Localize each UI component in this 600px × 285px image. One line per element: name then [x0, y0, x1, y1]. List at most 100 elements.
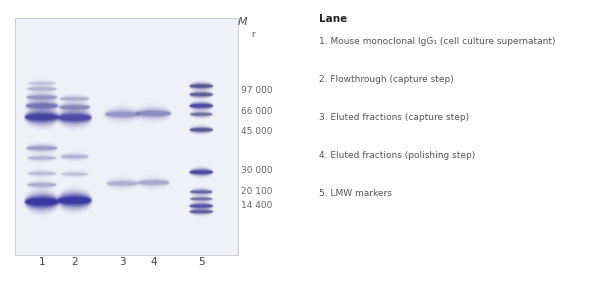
Ellipse shape	[56, 188, 92, 212]
Ellipse shape	[137, 179, 170, 186]
Ellipse shape	[27, 182, 56, 188]
Ellipse shape	[189, 202, 213, 209]
Ellipse shape	[189, 208, 214, 215]
Text: M: M	[238, 17, 247, 27]
Ellipse shape	[190, 203, 213, 209]
Ellipse shape	[28, 172, 56, 176]
Ellipse shape	[189, 101, 214, 111]
Ellipse shape	[136, 107, 172, 120]
Ellipse shape	[28, 183, 56, 186]
Ellipse shape	[190, 190, 212, 194]
Ellipse shape	[24, 106, 60, 128]
Text: r: r	[251, 30, 254, 38]
Ellipse shape	[28, 87, 56, 90]
Ellipse shape	[27, 86, 56, 92]
Ellipse shape	[104, 108, 140, 121]
Ellipse shape	[189, 201, 214, 211]
Ellipse shape	[137, 178, 170, 188]
Ellipse shape	[25, 195, 59, 209]
Ellipse shape	[189, 81, 214, 91]
Ellipse shape	[57, 190, 92, 211]
Ellipse shape	[106, 180, 139, 187]
Ellipse shape	[25, 113, 59, 122]
Ellipse shape	[190, 112, 212, 117]
Text: 4: 4	[150, 257, 157, 267]
Ellipse shape	[189, 125, 214, 135]
Ellipse shape	[189, 90, 214, 99]
Ellipse shape	[191, 191, 212, 193]
Ellipse shape	[24, 108, 59, 127]
Ellipse shape	[26, 93, 58, 102]
Ellipse shape	[190, 84, 213, 88]
Ellipse shape	[25, 111, 59, 123]
Ellipse shape	[190, 127, 213, 133]
Ellipse shape	[190, 196, 212, 202]
Text: 97 000: 97 000	[241, 86, 272, 95]
Text: 20 100: 20 100	[241, 188, 272, 196]
Ellipse shape	[28, 157, 56, 159]
Ellipse shape	[25, 197, 59, 207]
Ellipse shape	[26, 145, 58, 152]
Ellipse shape	[61, 154, 89, 160]
Ellipse shape	[27, 181, 57, 189]
Ellipse shape	[190, 83, 213, 89]
Ellipse shape	[26, 144, 58, 152]
Ellipse shape	[24, 190, 60, 214]
Text: 4. Eluted fractions (polishing step): 4. Eluted fractions (polishing step)	[319, 151, 476, 160]
Ellipse shape	[189, 102, 213, 110]
Ellipse shape	[136, 108, 171, 119]
Ellipse shape	[190, 189, 212, 194]
Ellipse shape	[106, 112, 139, 117]
Ellipse shape	[59, 104, 90, 110]
Text: 30 000: 30 000	[241, 166, 272, 175]
Ellipse shape	[28, 182, 56, 187]
Text: 5. LMW markers: 5. LMW markers	[319, 189, 392, 198]
Ellipse shape	[57, 110, 92, 125]
Ellipse shape	[189, 126, 213, 133]
Text: 3. Eluted fractions (capture step): 3. Eluted fractions (capture step)	[319, 113, 470, 122]
Ellipse shape	[190, 103, 213, 109]
Text: 5: 5	[198, 257, 205, 267]
Ellipse shape	[138, 181, 169, 185]
Ellipse shape	[190, 103, 213, 108]
Ellipse shape	[28, 172, 55, 175]
Ellipse shape	[189, 168, 213, 176]
Ellipse shape	[137, 180, 169, 186]
Ellipse shape	[190, 189, 212, 195]
Text: 3: 3	[119, 257, 126, 267]
Ellipse shape	[190, 93, 212, 96]
Ellipse shape	[58, 111, 92, 124]
Ellipse shape	[59, 102, 91, 112]
Ellipse shape	[137, 111, 170, 116]
Ellipse shape	[189, 202, 214, 210]
Ellipse shape	[57, 108, 92, 127]
Ellipse shape	[190, 111, 212, 117]
Ellipse shape	[26, 114, 58, 120]
Ellipse shape	[27, 95, 56, 99]
Ellipse shape	[27, 146, 57, 150]
Ellipse shape	[25, 193, 59, 210]
Ellipse shape	[59, 95, 89, 103]
Ellipse shape	[60, 153, 89, 160]
Ellipse shape	[190, 209, 213, 214]
Ellipse shape	[190, 104, 212, 107]
Ellipse shape	[28, 87, 56, 91]
Ellipse shape	[26, 198, 58, 205]
Ellipse shape	[189, 82, 214, 90]
Ellipse shape	[26, 103, 58, 108]
Text: 14 400: 14 400	[241, 201, 272, 211]
Ellipse shape	[190, 210, 212, 213]
Ellipse shape	[189, 89, 214, 99]
Ellipse shape	[190, 112, 212, 116]
Ellipse shape	[59, 103, 90, 111]
Ellipse shape	[191, 113, 212, 115]
Ellipse shape	[28, 171, 56, 176]
Ellipse shape	[190, 171, 212, 174]
Ellipse shape	[135, 106, 172, 121]
Ellipse shape	[189, 126, 214, 134]
Ellipse shape	[190, 169, 213, 175]
Text: 1: 1	[38, 257, 45, 267]
Ellipse shape	[189, 167, 214, 178]
Ellipse shape	[190, 210, 213, 213]
Ellipse shape	[58, 197, 91, 204]
